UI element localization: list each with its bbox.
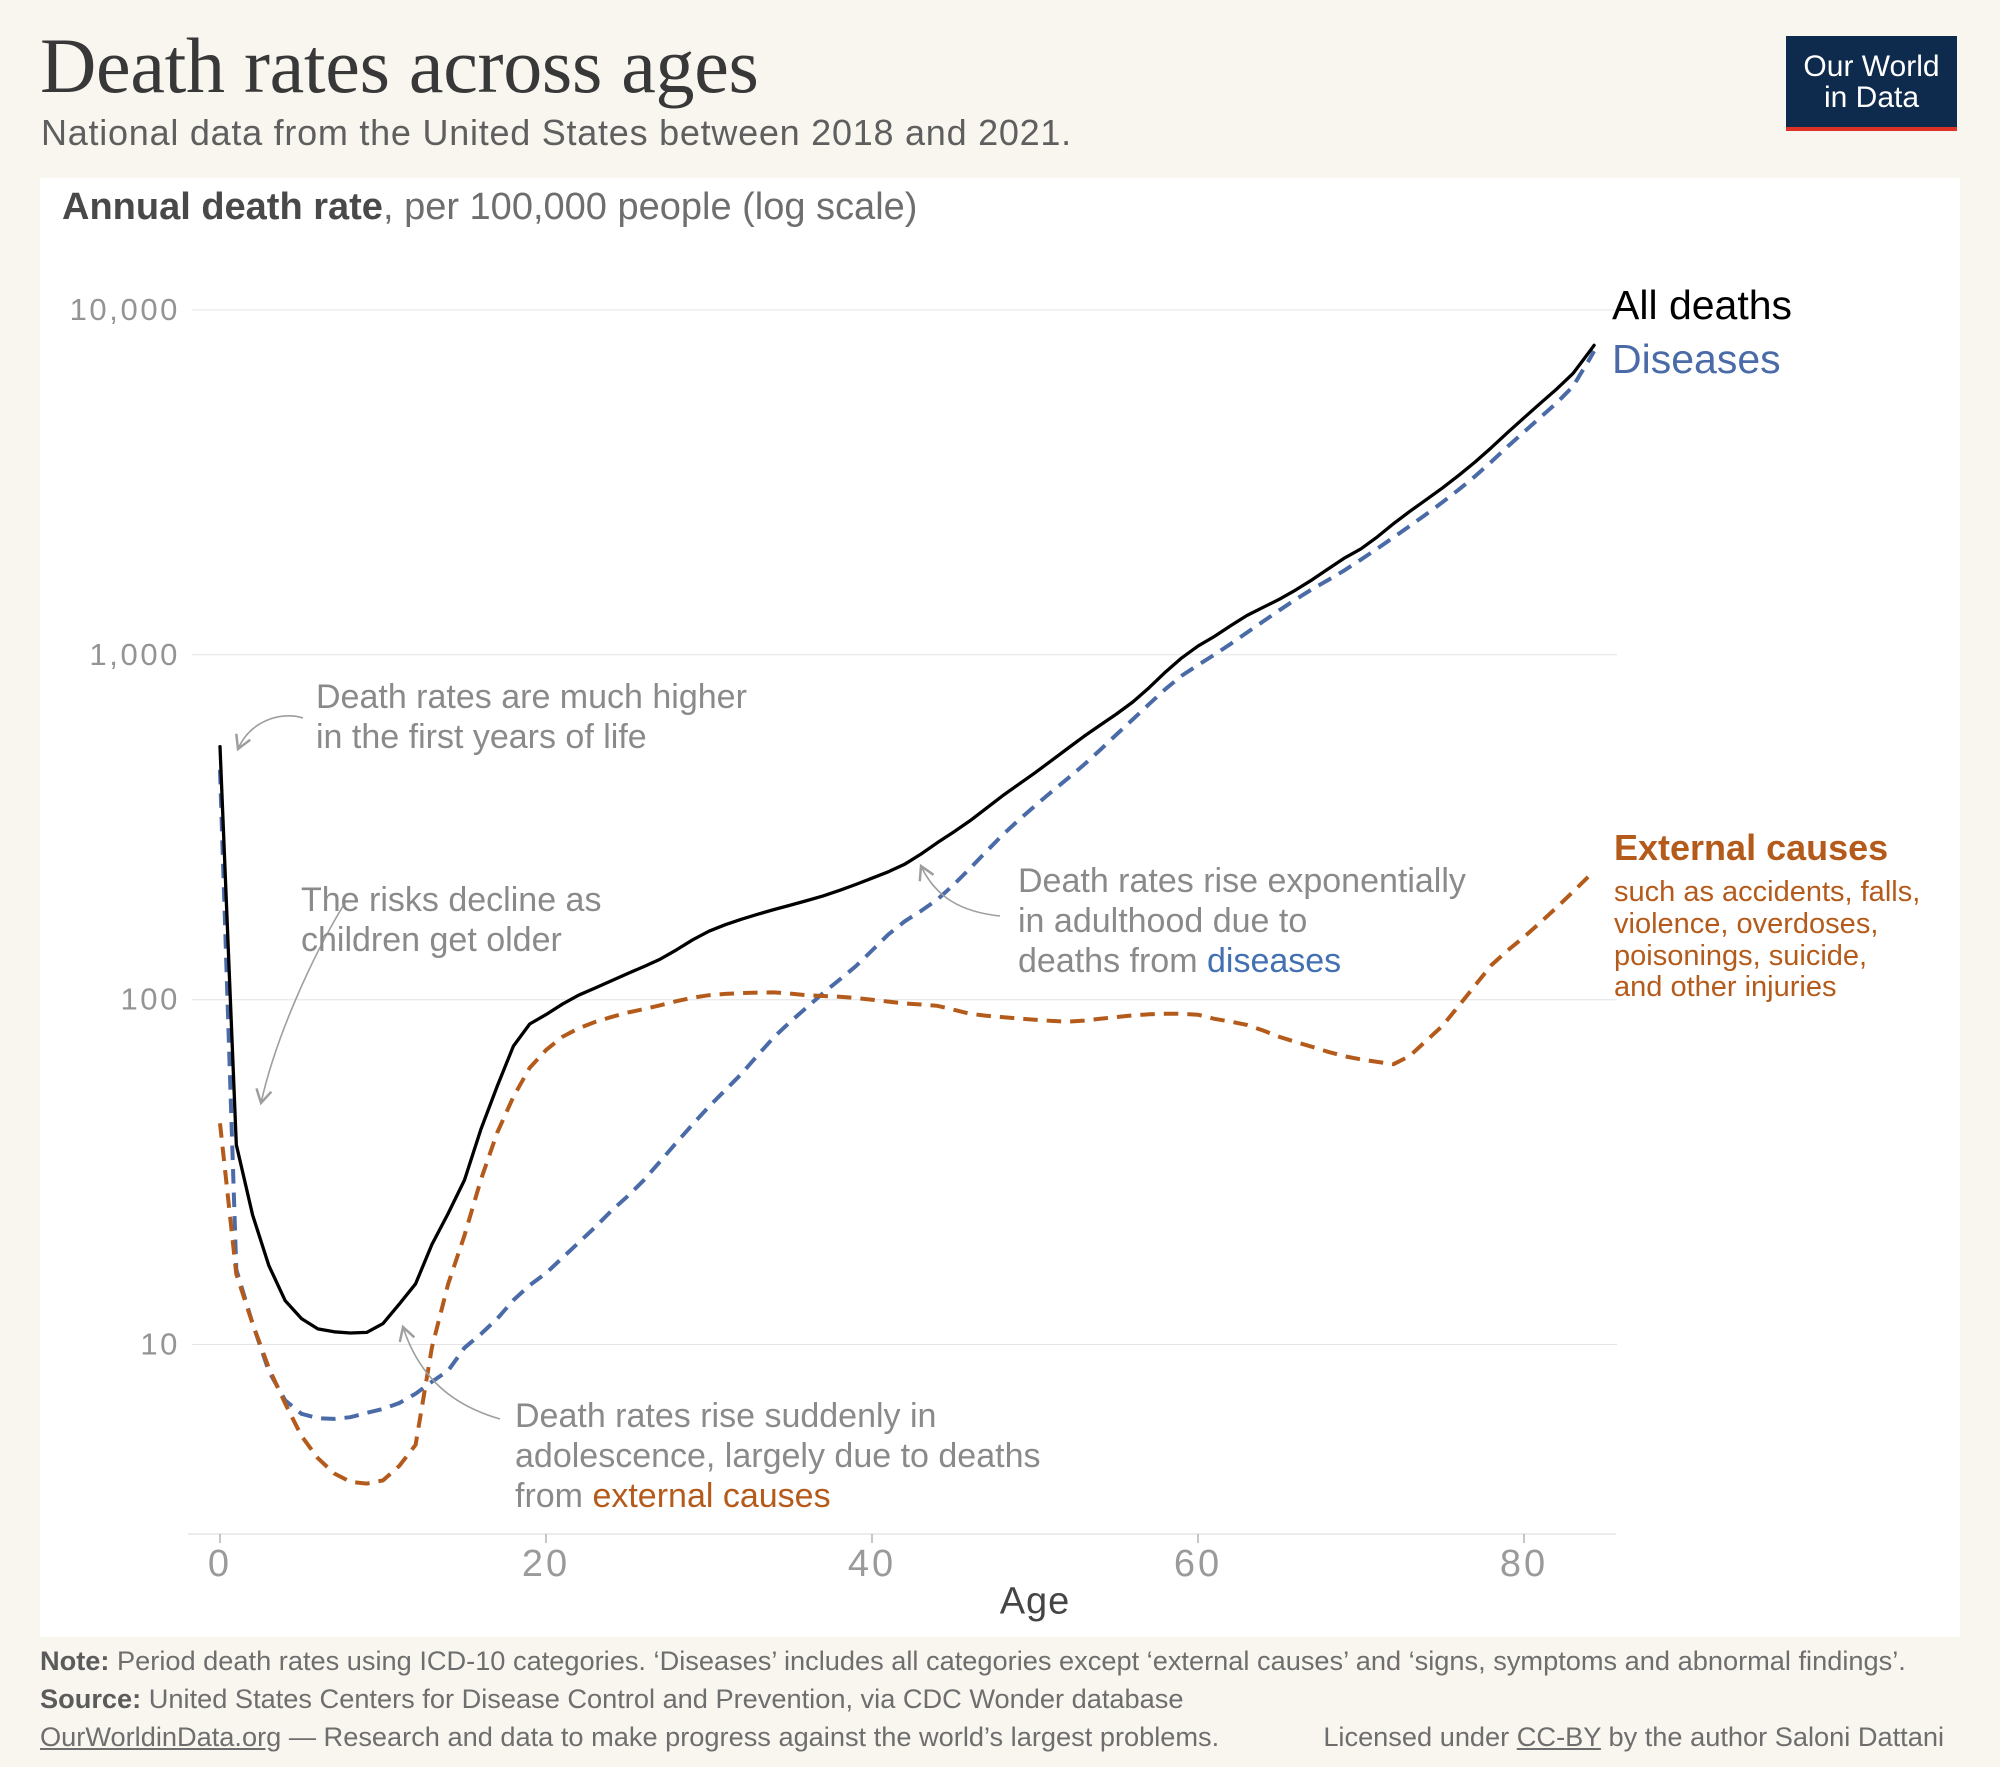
- svg-text:10,000: 10,000: [70, 292, 180, 327]
- svg-text:80: 80: [1500, 1543, 1548, 1585]
- svg-text:Age: Age: [1000, 1581, 1071, 1623]
- svg-text:60: 60: [1174, 1543, 1222, 1585]
- svg-text:10: 10: [140, 1327, 180, 1362]
- svg-text:20: 20: [522, 1543, 570, 1585]
- svg-text:1,000: 1,000: [89, 637, 180, 672]
- svg-text:0: 0: [208, 1543, 232, 1585]
- svg-text:100: 100: [120, 982, 180, 1017]
- svg-text:40: 40: [848, 1543, 896, 1585]
